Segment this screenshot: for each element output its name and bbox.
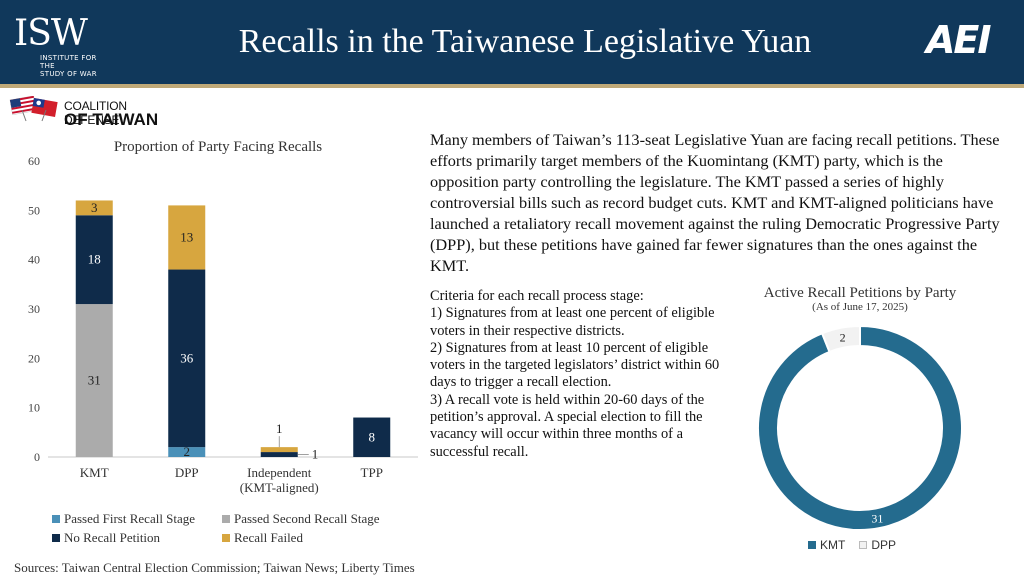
data-label: 3	[91, 200, 98, 215]
y-tick-label: 60	[28, 154, 40, 168]
legend-label-no-recall: No Recall Petition	[64, 530, 161, 545]
y-tick-label: 0	[34, 450, 40, 464]
donut-legend-item-kmt: KMT	[808, 538, 845, 552]
y-tick-label: 10	[28, 401, 40, 415]
bar-dpp-no-recall-petition	[168, 269, 206, 448]
legend-swatch-passed-first	[52, 515, 60, 523]
criteria-item-3: 3) A recall vote is held within 20-60 da…	[430, 391, 705, 460]
bar-kmt-no-recall-petition	[75, 215, 113, 305]
legend-item-no-recall: No Recall Petition	[52, 530, 160, 546]
donut-slice-label: 31	[871, 511, 883, 525]
legend-swatch-no-recall	[52, 534, 60, 542]
legend-label-passed-first: Passed First Recall Stage	[64, 511, 196, 526]
legend-swatch-recall-failed	[222, 534, 230, 542]
x-tick-label: TPP	[361, 465, 383, 480]
bar-dpp-recall-failed	[168, 205, 206, 270]
data-label: 1	[312, 447, 319, 462]
donut-legend-swatch-dpp	[859, 541, 868, 549]
criteria-heading: Criteria for each recall process stage:	[430, 288, 644, 304]
us-taiwan-flags-icon	[9, 95, 58, 122]
donut-legend-item-dpp: DPP	[859, 538, 896, 552]
donut-legend-label-kmt: KMT	[820, 538, 846, 552]
bar-kmt-passed-second-recall-stage	[75, 304, 113, 457]
x-tick-label: Independent	[247, 465, 312, 480]
x-tick-label: KMT	[80, 465, 109, 480]
data-label: 18	[88, 252, 101, 267]
criteria-list: Criteria for each recall process stage: …	[430, 288, 725, 461]
bar-tpp-no-recall-petition	[353, 417, 391, 457]
y-tick-label: 30	[28, 302, 40, 316]
page-title: Recalls in the Taiwanese Legislative Yua…	[238, 23, 812, 60]
data-label: 31	[88, 373, 101, 388]
header-banner: ISW INSTITUTE FOR THE STUDY OF WAR Recal…	[0, 0, 1024, 84]
aei-logo: AEI	[926, 18, 992, 62]
donut-legend-label-dpp: DPP	[871, 538, 897, 552]
coalition-defense-of-taiwan-logo: COALITION DEFENSE OF TAIWAN	[8, 95, 183, 129]
data-label: 2	[184, 444, 191, 459]
legend-item-passed-first: Passed First Recall Stage	[52, 511, 195, 527]
criteria-item-1: 1) Signatures from at least one percent …	[430, 305, 715, 339]
data-label: 1	[276, 421, 283, 436]
legend-item-passed-second: Passed Second Recall Stage	[222, 511, 380, 527]
donut-legend-swatch-kmt	[808, 541, 816, 549]
sources-note: Sources: Taiwan Central Election Commiss…	[14, 560, 415, 575]
criteria-item-2: 2) Signatures from at least 10 percent o…	[430, 339, 720, 391]
x-tick-label: (KMT-aligned)	[240, 480, 319, 495]
y-tick-label: 20	[28, 351, 40, 365]
donut-slice-dpp	[820, 324, 861, 354]
legend-swatch-passed-second	[222, 515, 230, 523]
coalition-logo-line2: OF TAIWAN	[64, 110, 159, 129]
intro-paragraph: Many members of Taiwan’s 113-seat Legisl…	[430, 130, 1000, 275]
donut-chart-title: Active Recall Petitions by Party	[763, 285, 957, 301]
donut-chart-subtitle: (As of June 17, 2025)	[812, 301, 908, 313]
donut-slice-label: 2	[840, 331, 846, 345]
legend-label-passed-second: Passed Second Recall Stage	[234, 511, 380, 526]
bar-independent-kmt-aligned-recall-failed	[260, 447, 298, 453]
isw-logo-word: ISW	[14, 13, 88, 54]
data-label: 13	[180, 229, 193, 244]
donut-slice-kmt	[757, 324, 963, 531]
isw-logo-subtitle: INSTITUTE FOR THE STUDY OF WAR	[40, 54, 97, 78]
bar-kmt-recall-failed	[75, 200, 113, 216]
donut-chart-legend: KMT DPP	[808, 538, 896, 552]
isw-logo: ISW INSTITUTE FOR THE STUDY OF WAR	[14, 13, 110, 79]
donut-chart: 31 2	[757, 324, 963, 531]
bar-dpp-passed-first-recall-stage	[168, 447, 206, 457]
y-tick-label: 50	[28, 203, 40, 217]
stacked-bar-chart: 0 10 20 30 40 50 60 KMT DPP Independent(KMT-align…	[28, 154, 418, 495]
data-label: 8	[369, 429, 376, 444]
x-tick-label: DPP	[175, 465, 199, 480]
bar-independent-kmt-aligned-no-recall-petition	[260, 452, 298, 457]
coalition-logo-line1: COALITION DEFENSE	[64, 99, 127, 127]
data-label: 36	[180, 350, 194, 365]
header-divider	[0, 84, 1024, 88]
y-tick-label: 40	[28, 253, 40, 267]
legend-item-recall-failed: Recall Failed	[222, 530, 303, 546]
bar-chart-title: Proportion of Party Facing Recalls	[113, 139, 323, 155]
legend-label-recall-failed: Recall Failed	[234, 530, 303, 545]
